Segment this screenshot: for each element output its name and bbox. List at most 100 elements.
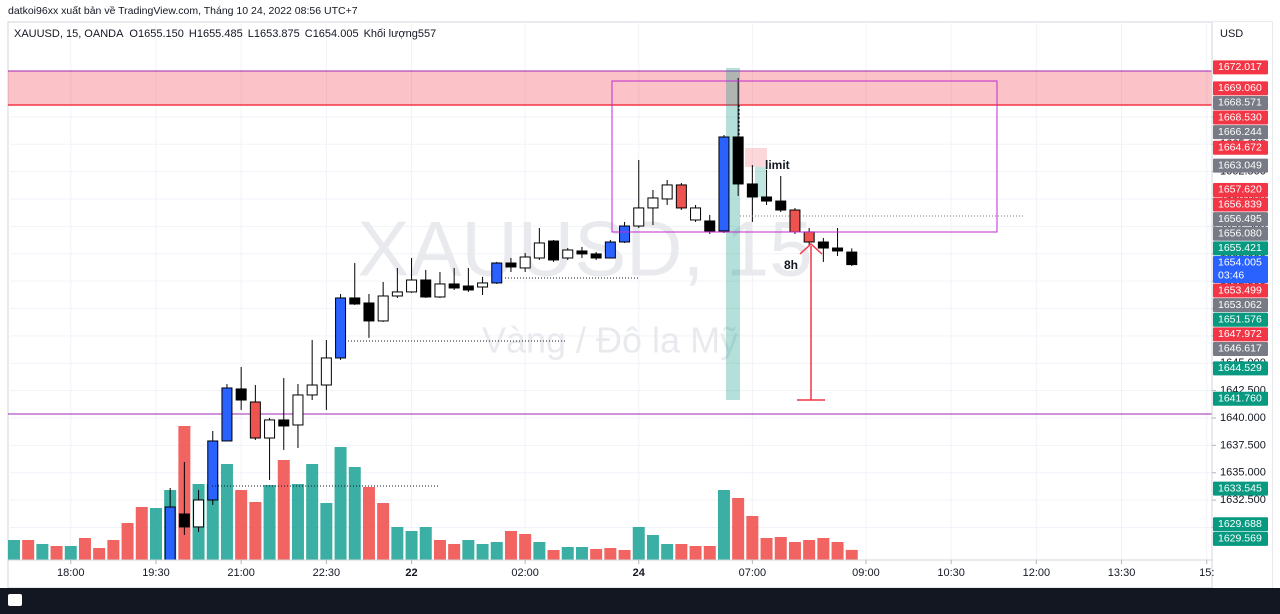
x-tick-label: 24 <box>633 567 646 579</box>
price-tag <box>1213 110 1268 125</box>
price-tag <box>1213 298 1268 313</box>
volume-bar <box>291 484 304 560</box>
volume-bar <box>419 527 432 560</box>
candle-body <box>420 279 432 298</box>
candle-body <box>817 241 829 249</box>
x-tick-label: 22:30 <box>313 567 341 579</box>
volume-bar <box>504 531 517 560</box>
price-tag <box>1213 212 1268 227</box>
candle-body <box>377 295 389 322</box>
volume-bar <box>703 546 716 560</box>
candle-body <box>590 253 602 259</box>
candle-body <box>434 283 446 298</box>
volume-bar <box>661 544 674 560</box>
candle-body <box>846 251 858 266</box>
drawings-front: limit 8h <box>212 80 1025 487</box>
price-tag <box>1213 283 1268 298</box>
x-tick-label: 18:00 <box>57 567 85 579</box>
candle-body <box>363 302 375 322</box>
x-tick-label: 19:30 <box>142 567 170 579</box>
legend-symbol: XAUUSD, 15, OANDA <box>14 28 124 40</box>
volume-bar <box>362 487 375 560</box>
volume-bar <box>604 548 617 560</box>
candle-body <box>647 197 659 209</box>
x-tick-label: 21:00 <box>227 567 255 579</box>
legend-value: 557 <box>418 28 436 40</box>
volume-bar <box>561 547 574 560</box>
price-tag <box>1213 255 1268 283</box>
volume-bar <box>590 549 603 560</box>
legend-key: O <box>129 28 138 40</box>
brand-name: TradingView <box>28 592 99 606</box>
candle-body <box>505 262 517 268</box>
legend-key: Khối lượng <box>364 28 418 40</box>
candle-body <box>718 136 730 232</box>
publisher-line: datkoi96xx xuất bản về TradingView.com, … <box>8 5 358 17</box>
volume-bar <box>618 550 631 560</box>
legend-key: L <box>248 28 254 40</box>
axes: 1630.0001632.5001635.0001637.5001640.000… <box>57 60 1268 579</box>
volume-bar <box>64 546 77 560</box>
x-tick-label: 10:30 <box>937 567 965 579</box>
volume-bar <box>320 503 333 560</box>
volume-bar <box>107 540 120 560</box>
candle-body <box>264 419 276 439</box>
volume-bar <box>760 538 773 560</box>
price-tag <box>1213 341 1268 356</box>
volume-bar <box>8 540 20 560</box>
volume-bar <box>405 531 418 560</box>
candle-body <box>533 242 545 259</box>
price-tag-label: 1653.499 <box>1218 284 1262 296</box>
candle-body <box>207 440 219 501</box>
footer <box>0 588 1280 614</box>
volume-bar <box>845 549 858 560</box>
price-tag-label: 1656.080 <box>1218 228 1262 240</box>
range-box <box>611 80 998 233</box>
volume-bar <box>732 498 745 560</box>
price-tag <box>1213 391 1268 406</box>
y-tick-label: 1635.000 <box>1220 467 1266 479</box>
volume-bar <box>547 550 560 560</box>
volume-bar <box>519 534 532 560</box>
volume-bar <box>675 544 688 560</box>
candle-body <box>775 200 787 211</box>
legend-value: 1655.150 <box>138 28 184 40</box>
volume-bar <box>22 540 35 560</box>
volume-bar <box>121 523 134 560</box>
price-tag-label: 1656.495 <box>1218 213 1262 225</box>
volume-bar <box>220 464 233 560</box>
y-tick-label: 1640.000 <box>1220 412 1266 424</box>
price-tag <box>1213 140 1268 155</box>
volume-bar <box>206 484 219 560</box>
volume-bar <box>249 502 262 560</box>
volume-bar <box>575 547 588 560</box>
price-tag-label: 1668.571 <box>1218 97 1262 109</box>
price-tag-label: 1663.049 <box>1218 159 1262 171</box>
annotation-limit: limit <box>765 158 790 172</box>
price-tag-label: 1653.062 <box>1218 299 1262 311</box>
price-tag <box>1213 241 1268 256</box>
price-tag-label: 1646.617 <box>1218 343 1262 355</box>
arrow-head <box>799 242 823 255</box>
candle-body <box>235 388 247 401</box>
price-tag-label: 1672.017 <box>1218 61 1262 73</box>
legend: XAUUSD, 15, OANDA O1655.150 H1655.485 L1653… <box>14 28 436 40</box>
candle-body <box>491 262 503 284</box>
candle-body <box>178 513 190 528</box>
price-tag-label: 1656.839 <box>1218 198 1262 210</box>
candle-body <box>221 387 233 442</box>
x-tick-label: 09:00 <box>852 567 880 579</box>
drawings-back <box>8 68 1212 415</box>
candle-body <box>576 250 588 255</box>
price-tag <box>1213 197 1268 212</box>
volume-bar <box>78 538 91 560</box>
volume-bar <box>263 485 276 560</box>
price-tag <box>1213 517 1268 532</box>
x-tick-label: 07:00 <box>739 567 767 579</box>
limit-zone-profit <box>755 167 767 197</box>
volume-bar <box>831 542 844 560</box>
price-tag <box>1213 531 1268 546</box>
volume-bar <box>689 546 702 560</box>
volume-bar <box>377 503 390 560</box>
